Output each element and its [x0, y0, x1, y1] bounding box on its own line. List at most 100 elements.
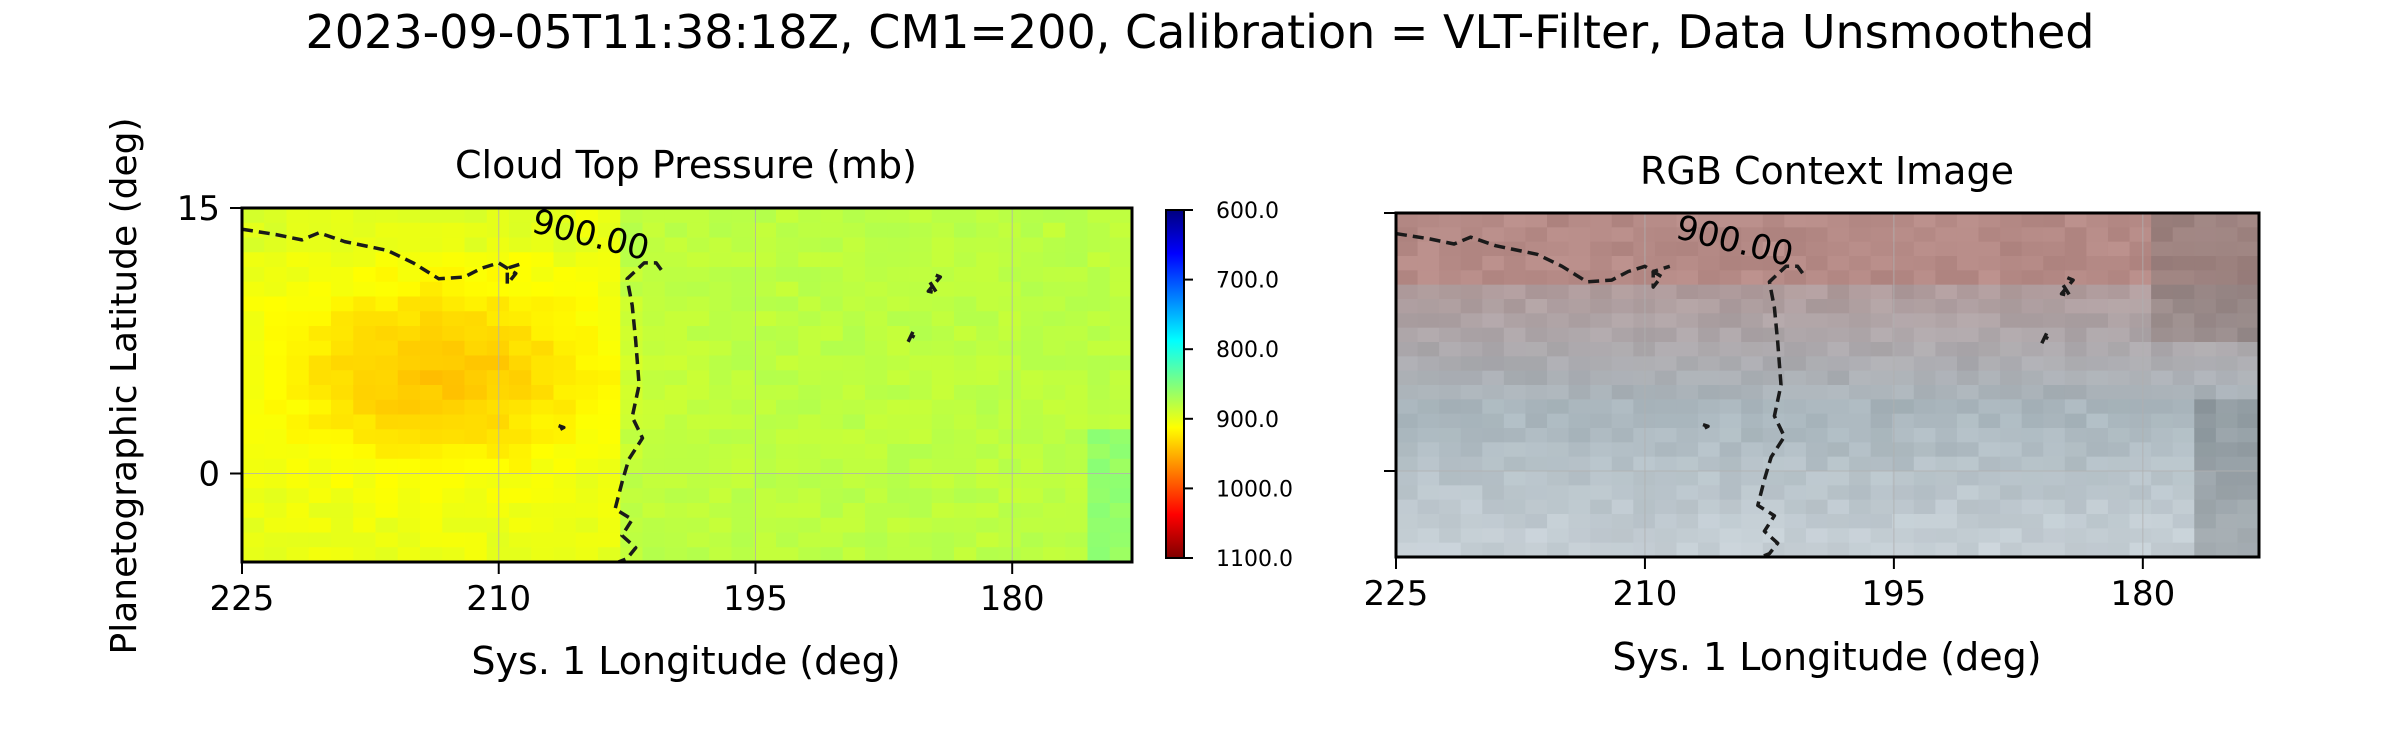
heatmap-cell — [1109, 340, 1132, 357]
heatmap-cell — [998, 281, 1022, 298]
heatmap-cell — [1109, 267, 1132, 283]
rgb-image-cell — [2043, 270, 2066, 286]
heatmap-cell — [687, 399, 710, 416]
rgb-image-cell — [1913, 471, 1936, 486]
heatmap-cell — [1109, 311, 1132, 327]
rgb-image-cell — [1503, 499, 1527, 515]
rgb-image-cell — [1503, 213, 1527, 228]
heatmap-cell — [286, 267, 310, 283]
rgb-image-cell — [1719, 413, 1742, 429]
heatmap-cell — [620, 414, 644, 430]
rgb-image-cell — [2129, 528, 2152, 544]
heatmap-cell — [1109, 444, 1132, 460]
rgb-image-cell — [1547, 356, 1570, 372]
heatmap-cell — [531, 296, 555, 312]
rgb-image-cell — [1633, 356, 1656, 372]
rgb-image-cell — [1698, 399, 1721, 415]
rgb-image-cell — [1439, 342, 1462, 357]
rgb-image-cell — [2151, 356, 2174, 372]
rgb-image-cell — [2086, 456, 2109, 472]
heatmap-cell — [642, 547, 666, 562]
heatmap-cell — [664, 444, 688, 460]
rgb-image-cell — [1913, 227, 1936, 243]
heatmap-cell — [998, 458, 1022, 475]
rgb-image-cell — [1503, 256, 1527, 271]
rgb-image-cell — [2194, 485, 2217, 501]
rgb-image-cell — [1396, 213, 1419, 228]
rgb-image-cell — [2021, 442, 2044, 458]
heatmap-cell — [464, 237, 488, 253]
rgb-image-cell — [2129, 442, 2152, 458]
rgb-image-cell — [1784, 399, 1807, 415]
heatmap-cell — [353, 296, 377, 312]
rgb-image-cell — [1784, 428, 1807, 443]
heatmap-cell — [976, 311, 1000, 327]
rgb-image-cell — [1913, 256, 1936, 271]
heatmap-cell — [509, 296, 532, 312]
heatmap-cell — [731, 311, 755, 327]
rgb-image-cell — [1978, 284, 2001, 300]
heatmap-cell — [620, 355, 644, 371]
heatmap-cell — [1043, 311, 1066, 327]
heatmap-cell — [509, 473, 532, 489]
heatmap-cell — [531, 488, 555, 504]
rgb-image-cell — [2237, 370, 2259, 386]
heatmap-cell — [420, 296, 443, 312]
heatmap-cell — [1043, 208, 1066, 224]
heatmap-cell — [1065, 473, 1089, 489]
heatmap-cell — [397, 370, 421, 386]
heatmap-cell — [954, 458, 977, 475]
heatmap-cell — [242, 547, 265, 562]
rgb-image-cell — [1956, 256, 1980, 271]
rgb-image-cell — [2215, 385, 2239, 400]
rgb-image-cell — [1633, 327, 1656, 343]
heatmap-cell — [264, 429, 288, 445]
heatmap-cell — [642, 340, 666, 357]
heatmap-cell — [397, 517, 421, 534]
rgb-image-cell — [1547, 514, 1570, 529]
rgb-image-cell — [2000, 442, 2023, 458]
rgb-image-cell — [1633, 270, 1656, 286]
heatmap-cell — [887, 532, 911, 548]
heatmap-cell — [375, 208, 399, 224]
rgb-image-cell — [1676, 284, 1699, 300]
heatmap-cell — [375, 370, 399, 386]
rgb-image-cell — [2151, 241, 2174, 257]
heatmap-cell — [375, 488, 399, 504]
rgb-image-cell — [1849, 256, 1872, 271]
heatmap-cell — [1065, 267, 1089, 283]
rgb-image-cell — [2194, 528, 2217, 544]
rgb-image-cell — [1892, 284, 1915, 300]
heatmap-cell — [909, 208, 933, 224]
heatmap-cell — [887, 340, 911, 357]
rgb-image-cell — [1741, 284, 1764, 300]
rgb-image-cell — [2237, 299, 2259, 314]
heatmap-cell — [909, 370, 933, 386]
rgb-image-cell — [2064, 542, 2087, 557]
heatmap-cell — [731, 340, 755, 357]
heatmap-cell — [575, 473, 599, 489]
heatmap-cell — [375, 222, 399, 239]
rgb-image-cell — [2064, 413, 2087, 429]
heatmap-cell — [709, 237, 733, 253]
heatmap-cell — [664, 326, 688, 342]
contour-line — [613, 261, 663, 562]
heatmap-cell — [842, 340, 866, 357]
rgb-image-cell — [2064, 385, 2087, 400]
rgb-image-cell — [1503, 356, 1527, 372]
heatmap-cell — [842, 311, 866, 327]
rgb-image-cell — [1439, 485, 1462, 501]
heatmap-cell — [420, 503, 443, 519]
heatmap-cell — [687, 503, 710, 519]
heatmap-cell — [442, 222, 466, 239]
rgb-image-cell — [1719, 256, 1742, 271]
rgb-image-cell — [1654, 241, 1678, 257]
rgb-image-cell — [1849, 227, 1872, 243]
rgb-image-cell — [1676, 256, 1699, 271]
rgb-image-cell — [1849, 485, 1872, 501]
heatmap-cell — [553, 355, 577, 371]
rgb-image-cell — [1805, 542, 1829, 557]
heatmap-cell — [1043, 252, 1066, 268]
rgb-image-cell — [1676, 514, 1699, 529]
heatmap-cell — [442, 473, 466, 489]
